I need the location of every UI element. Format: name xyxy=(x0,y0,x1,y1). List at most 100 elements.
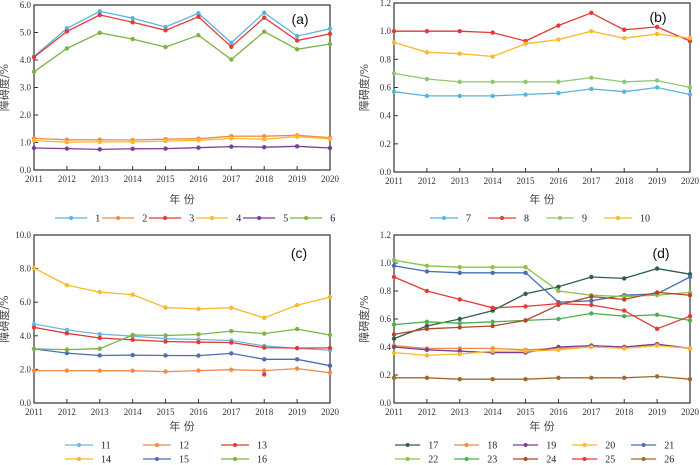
data-point xyxy=(229,144,234,149)
x-tick-label: 2011 xyxy=(385,176,403,186)
x-tick-label: 2014 xyxy=(484,176,503,186)
data-point xyxy=(556,301,561,306)
data-point xyxy=(654,312,660,317)
data-point xyxy=(622,346,627,351)
x-tick-label: 2020 xyxy=(321,174,340,184)
legend-item-8: 8 xyxy=(488,214,529,225)
x-tick-label: 2017 xyxy=(222,407,241,417)
data-point xyxy=(294,366,300,371)
y-tick-label: 4.0 xyxy=(20,331,32,341)
legend-label: 19 xyxy=(546,441,556,452)
legend-marker xyxy=(616,216,620,220)
x-tick-label: 2017 xyxy=(222,174,241,184)
data-point xyxy=(229,351,234,356)
panel-label: (c) xyxy=(291,245,307,261)
data-point xyxy=(262,368,267,373)
data-point xyxy=(490,377,495,382)
data-point xyxy=(31,265,37,271)
data-point xyxy=(130,36,135,42)
x-tick-label: 2015 xyxy=(157,407,176,417)
series-16 xyxy=(31,326,333,352)
legend-item-3: 3 xyxy=(149,214,194,225)
legend-marker xyxy=(77,443,81,447)
y-tick-label: 6.0 xyxy=(20,297,32,307)
series-15 xyxy=(31,346,333,368)
data-point xyxy=(457,377,462,382)
data-point xyxy=(391,89,397,94)
y-tick-label: 1.0 xyxy=(20,138,32,148)
data-point xyxy=(262,10,267,15)
y-tick-label: 5.0 xyxy=(20,28,32,38)
legend-label: 5 xyxy=(283,214,288,225)
data-point xyxy=(262,345,267,350)
data-point xyxy=(262,331,267,336)
data-point xyxy=(64,26,70,31)
data-point xyxy=(391,71,397,76)
data-point xyxy=(391,350,397,355)
data-point xyxy=(97,353,102,358)
legend-item-1: 1 xyxy=(55,214,100,225)
x-tick-label: 2011 xyxy=(25,407,43,417)
data-point xyxy=(97,30,102,35)
data-point xyxy=(457,265,462,270)
legend-marker xyxy=(464,457,469,461)
legend-item-7: 7 xyxy=(430,214,471,225)
legend-marker xyxy=(558,216,562,220)
y-tick-label: 0.4 xyxy=(380,111,392,121)
data-point xyxy=(229,136,234,141)
data-point xyxy=(97,335,102,341)
x-tick-label: 2012 xyxy=(58,407,76,417)
data-point xyxy=(391,274,397,280)
y-tick-label: 4.0 xyxy=(20,55,32,65)
data-point xyxy=(556,288,561,294)
y-axis-label: 障碍度/% xyxy=(0,295,11,342)
data-point xyxy=(622,79,627,85)
legend-item-9: 9 xyxy=(546,214,587,225)
data-point xyxy=(262,144,267,150)
y-tick-label: 0.8 xyxy=(380,286,392,296)
x-tick-label: 2012 xyxy=(58,174,76,184)
data-point xyxy=(130,332,135,338)
data-point xyxy=(654,343,660,348)
data-point xyxy=(31,368,37,373)
legend: 1 2 3 4 5 6 xyxy=(55,214,335,225)
data-point xyxy=(457,270,462,275)
data-point xyxy=(391,258,397,263)
data-point xyxy=(622,89,627,94)
y-tick-label: 0.6 xyxy=(380,314,392,324)
data-point xyxy=(64,327,70,333)
x-tick-label: 2011 xyxy=(385,407,403,417)
data-point xyxy=(327,145,333,151)
data-point xyxy=(196,11,201,16)
x-tick-label: 2016 xyxy=(189,174,208,184)
data-point xyxy=(654,374,660,379)
panel-label: (b) xyxy=(649,9,666,25)
legend-item-22: 22 xyxy=(395,455,438,465)
y-tick-label: 10.0 xyxy=(15,230,31,240)
data-point xyxy=(130,146,135,152)
data-point xyxy=(163,353,168,358)
data-point xyxy=(622,36,627,41)
data-point xyxy=(556,37,561,42)
data-point xyxy=(262,357,267,362)
data-point xyxy=(523,92,528,97)
series-20 xyxy=(391,343,693,358)
data-point xyxy=(523,304,528,309)
legend: 17 18 19 20 21 22 23 24 25 26 xyxy=(395,441,674,465)
data-point xyxy=(687,274,693,280)
data-point xyxy=(457,316,462,322)
data-point xyxy=(391,28,397,34)
data-point xyxy=(294,302,300,308)
data-point xyxy=(327,363,333,368)
y-tick-label: 2.0 xyxy=(20,364,32,374)
data-point xyxy=(163,138,168,144)
data-point xyxy=(589,344,594,350)
data-point xyxy=(327,26,333,31)
legend-marker xyxy=(163,216,168,220)
x-axis-label: 年 份 xyxy=(169,192,195,206)
series-line-2 xyxy=(33,134,331,141)
series-line-22 xyxy=(393,259,691,298)
data-point xyxy=(196,339,201,345)
data-point xyxy=(391,40,397,45)
